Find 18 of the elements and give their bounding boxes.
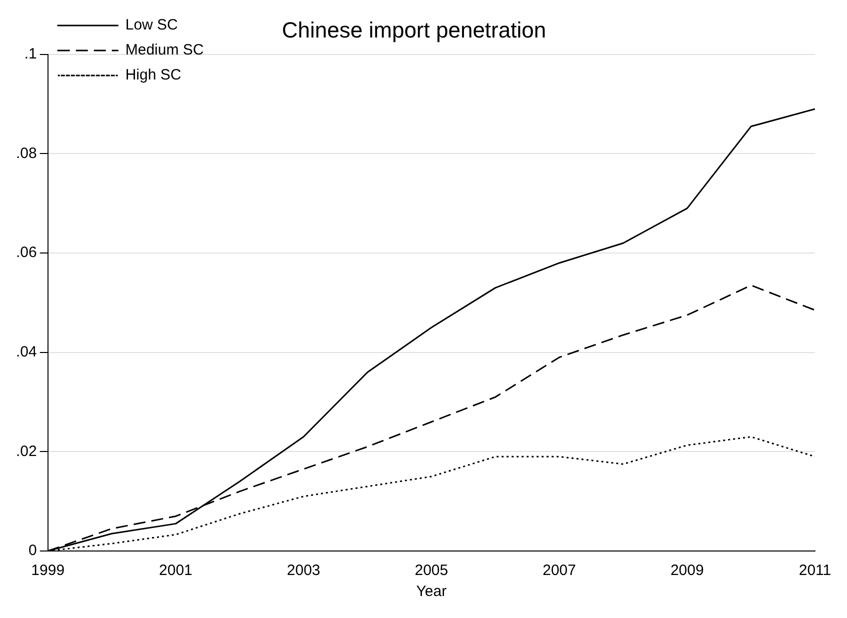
y-tick-label: .04	[16, 344, 37, 360]
y-tick-label: .1	[24, 46, 37, 63]
y-tick-label: .02	[16, 442, 37, 460]
y-tick-label: .06	[16, 244, 37, 262]
x-tick-label: 2007	[542, 562, 576, 580]
x-tick-label: 2005	[414, 562, 448, 580]
legend-label: Low SC	[125, 16, 178, 34]
y-tick-label: .08	[16, 144, 37, 162]
x-tick-label: 2011	[798, 562, 832, 580]
chart-title: Chinese import penetration	[282, 17, 546, 42]
x-tick-label: 2003	[286, 562, 320, 580]
x-tick-label: 2009	[670, 562, 704, 580]
x-axis-title: Year	[416, 583, 447, 600]
legend-label: Medium SC	[125, 42, 204, 59]
x-tick-label: 1999	[31, 562, 65, 580]
legend-label: High SC	[125, 66, 182, 84]
x-tick-label: 2001	[159, 562, 192, 580]
y-tick-label: 0	[28, 542, 37, 560]
